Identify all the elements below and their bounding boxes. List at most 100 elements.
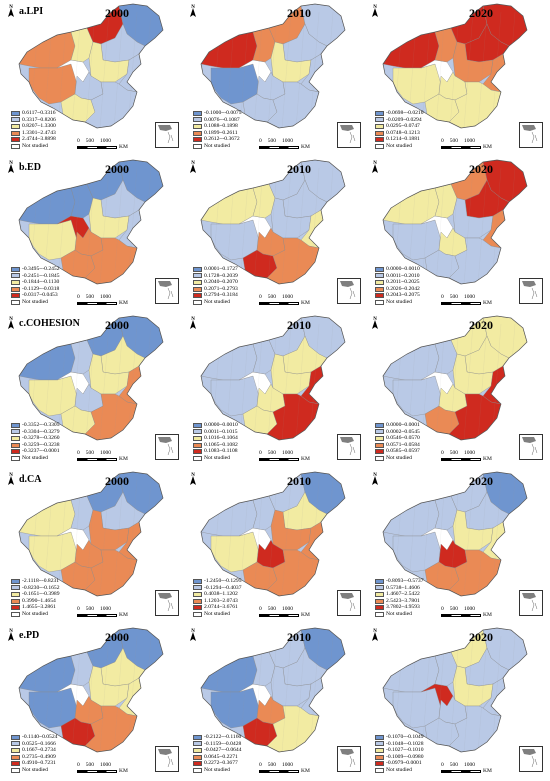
legend-swatch: [375, 137, 384, 143]
year-title: 2020: [469, 474, 493, 488]
scale-bar-graphic: [259, 457, 299, 461]
legend-swatch: [193, 754, 202, 760]
country-outline: [382, 159, 528, 285]
scale-ticks: 0 500 1000: [259, 762, 310, 768]
legend-label: 0.2040~0.2070: [204, 279, 238, 286]
legend-entry: 0.5738~1.4606: [375, 585, 424, 592]
legend-entry: 0.0011~0.2010: [375, 273, 420, 280]
year-title: 2000: [105, 630, 129, 644]
choropleth-map: [18, 315, 164, 441]
scale-tick-label: 0: [441, 138, 444, 144]
legend-swatch: [375, 143, 384, 149]
legend-label: -0.1294~-0.4037: [204, 584, 242, 591]
legend-entry-not-studied: Not studied: [193, 143, 242, 150]
north-arrow-icon: N: [189, 4, 197, 20]
year-title: 2010: [287, 162, 311, 176]
year-title: 2020: [469, 318, 493, 332]
legend-swatch: [193, 117, 202, 123]
legend-label: 0.2011~0.2025: [386, 279, 420, 286]
legend-entry-not-studied: Not studied: [375, 143, 424, 150]
legend-label: 1.4655~3.2861: [22, 604, 56, 611]
legend-label: Not studied: [386, 766, 412, 773]
scale-bar-graphic: [441, 301, 481, 305]
legend-entry: 0.1016~0.1064: [193, 435, 238, 442]
year-title: 2020: [469, 6, 493, 20]
legend-swatch: [11, 767, 20, 773]
south-china-sea-inset: [155, 590, 179, 616]
legend-swatch: [375, 123, 384, 129]
legend-entry: 0.1065~0.1082: [193, 442, 238, 449]
choropleth-map: [382, 3, 528, 129]
legend-entry: 0.1728~0.2039: [193, 273, 238, 280]
legend-entry: -0.1048~-0.1028: [375, 741, 424, 748]
legend-label: 0.0000~0.0010: [386, 266, 420, 272]
south-china-sea-inset: [519, 590, 543, 616]
legend: -0.1000~-0.0075 0.0076~-0.1087 0.1088~0.18…: [193, 110, 242, 150]
legend-label: -0.3278~-0.3260: [22, 435, 60, 442]
legend-swatch: [11, 273, 20, 279]
map-panel: N 2010 0.0001~0.1727 0.1728~0.2039 0.2040~0.…: [187, 158, 367, 308]
legend-entry: 0.2043~0.2075: [375, 292, 420, 299]
legend-swatch: [11, 117, 20, 123]
legend-swatch: [11, 734, 20, 740]
legend-entry-not-studied: Not studied: [11, 767, 57, 774]
country-outline: [18, 471, 164, 597]
scale-tick-label: 0: [77, 450, 80, 456]
legend-entry: 0.0571~0.0584: [375, 442, 420, 449]
scale-tick-label: 0: [77, 138, 80, 144]
legend-label: Not studied: [204, 142, 230, 149]
legend-entry: 0.2071~0.2793: [193, 286, 238, 293]
legend-entry: -0.1070~-0.1049: [375, 734, 424, 741]
scale-bar-graphic: [259, 613, 299, 617]
choropleth-map: [18, 159, 164, 285]
svg-text:N: N: [373, 5, 377, 10]
legend-label: 0.0546~0.0570: [386, 435, 420, 442]
country-outline: [382, 3, 528, 129]
legend-label: Not studied: [386, 454, 412, 461]
year-title: 2010: [287, 474, 311, 488]
scale-unit: KM: [301, 612, 310, 618]
choropleth-map: [200, 627, 346, 753]
legend-entry: 1.1203~2.0743: [193, 598, 242, 605]
legend-swatch: [193, 578, 202, 584]
year-title: 2020: [469, 630, 493, 644]
scale-bar: 0 500 1000 KM: [441, 606, 492, 618]
year-title: 2000: [105, 6, 129, 20]
legend-entry-not-studied: Not studied: [375, 767, 424, 774]
scale-bar: 0 500 1000 KM: [259, 294, 310, 306]
legend-swatch: [193, 767, 202, 773]
scale-tick-label: 0: [259, 138, 262, 144]
legend-label: Not studied: [22, 298, 48, 305]
scale-tick-label: 0: [441, 450, 444, 456]
scale-bar: 0 500 1000 KM: [77, 294, 128, 306]
scale-tick-label: 1000: [464, 138, 475, 144]
legend-swatch: [11, 279, 20, 285]
map-panel: N 2010 -0.1000~-0.0075 0.0076~-0.1087 0.1088…: [187, 2, 367, 152]
country-outline: [200, 3, 346, 129]
svg-text:N: N: [191, 161, 195, 166]
scale-bar: 0 500 1000 KM: [441, 138, 492, 150]
country-outline: [382, 627, 528, 753]
legend-label: 0.1214~0.1881: [386, 136, 420, 143]
legend-entry: 0.0546~0.0570: [375, 435, 420, 442]
scale-ticks: 0 500 1000: [441, 450, 492, 456]
legend-entry: 3.7802~4.9593: [375, 604, 424, 611]
scale-tick-label: 0: [259, 762, 262, 768]
country-outline: [18, 159, 164, 285]
north-arrow-icon: N: [371, 160, 379, 176]
legend-label: -2.1118~-0.8231: [22, 578, 60, 584]
scale-bar: 0 500 1000 KM: [77, 450, 128, 462]
legend-label: Not studied: [22, 142, 48, 149]
svg-text:N: N: [191, 629, 195, 634]
legend-label: 0.1667~0.2734: [22, 747, 56, 754]
legend-label: Not studied: [22, 454, 48, 461]
country-outline: [382, 471, 528, 597]
legend-label: -0.1129~-0.0318: [22, 285, 60, 292]
scale-tick-label: 1000: [282, 606, 293, 612]
scale-unit: KM: [301, 768, 310, 774]
scale-bar-graphic: [259, 301, 299, 305]
legend-entry-not-studied: Not studied: [11, 299, 60, 306]
legend-label: 3.7802~4.9593: [386, 604, 420, 611]
